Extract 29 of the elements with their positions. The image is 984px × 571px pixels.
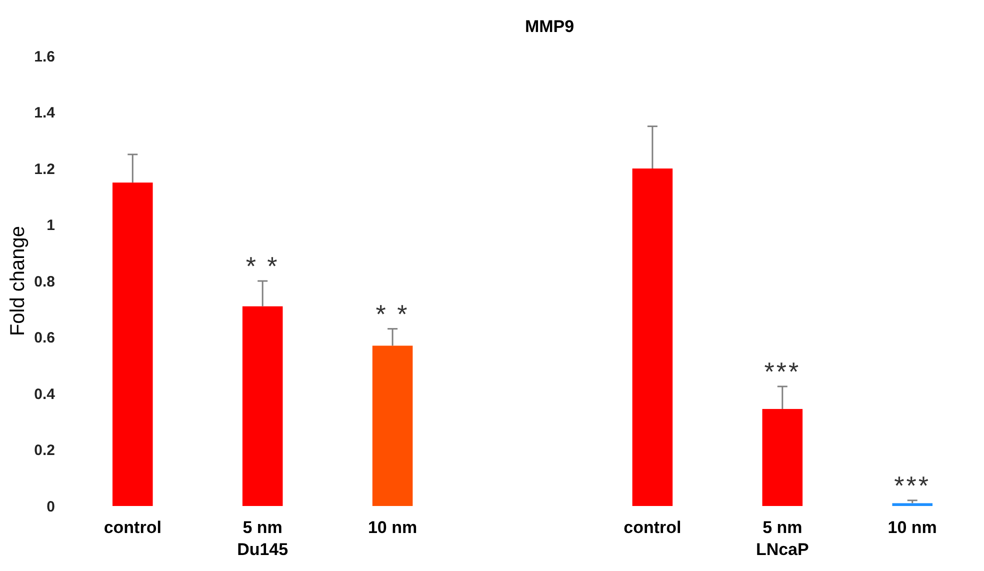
bar xyxy=(892,503,933,506)
bar xyxy=(112,182,153,506)
text: Du145 xyxy=(237,540,288,559)
text: LNcaP xyxy=(756,540,809,559)
bar xyxy=(372,346,413,506)
data-label: *** xyxy=(894,470,931,500)
y-axis-title: Fold change xyxy=(7,226,29,336)
y-tick-label: 0.4 xyxy=(34,386,56,403)
data-label: * * xyxy=(246,251,280,281)
y-tick-label: 0.2 xyxy=(34,442,55,459)
bar xyxy=(242,306,283,506)
y-tick-label: 1 xyxy=(46,217,55,234)
chart-title: MMP9 xyxy=(524,17,574,36)
data-label: * * xyxy=(376,298,410,329)
y-tick-label: 0.6 xyxy=(34,330,55,346)
y-tick-label: 1.4 xyxy=(34,104,56,122)
x-tick-label: 10 nm xyxy=(368,518,418,537)
data-label: *** xyxy=(764,356,801,386)
bar xyxy=(762,408,803,506)
x-tick-label: control xyxy=(104,518,162,537)
y-tick-label: 1.2 xyxy=(34,160,55,178)
y-tick-label: 1.6 xyxy=(34,48,55,66)
x-tick-label: control xyxy=(624,518,682,537)
y-tick-label: 0 xyxy=(46,498,55,516)
y-tick-label: 0.8 xyxy=(34,273,55,290)
x-tick-label: 5 nm xyxy=(242,518,282,537)
x-tick-label: 5 nm xyxy=(762,518,802,537)
bar xyxy=(632,168,673,506)
x-tick-label: 10 nm xyxy=(888,518,937,537)
